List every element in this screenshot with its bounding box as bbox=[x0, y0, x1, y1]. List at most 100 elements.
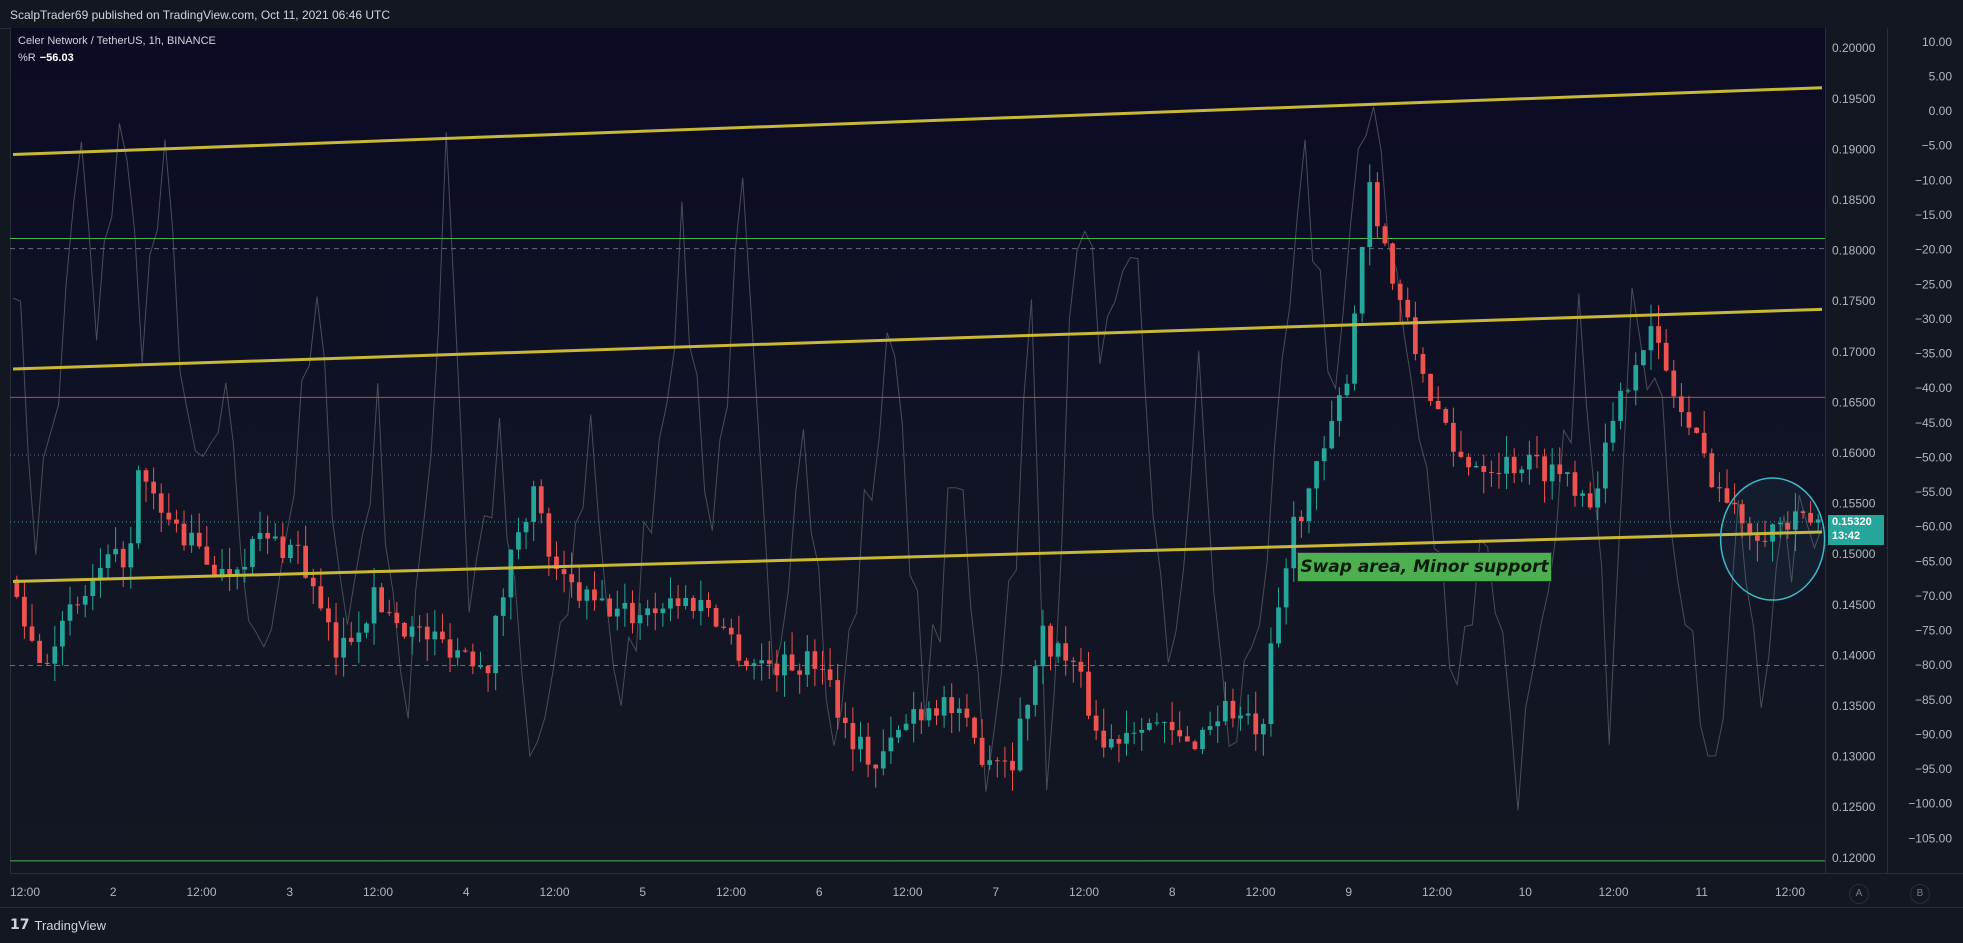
candle-body bbox=[90, 578, 96, 597]
candle-body bbox=[1116, 738, 1122, 744]
symbol-title[interactable]: Celer Network / TetherUS, 1h, BINANCE bbox=[18, 35, 216, 47]
price-tick-label: 0.15500 bbox=[1832, 497, 1876, 511]
time-tick-label: 12:00 bbox=[892, 885, 922, 899]
candle-body bbox=[706, 600, 711, 608]
candle-body bbox=[1587, 493, 1593, 508]
time-tick-label: 3 bbox=[286, 885, 293, 899]
candle-body bbox=[1063, 643, 1069, 661]
candle-body bbox=[1527, 454, 1532, 470]
candle-body bbox=[1344, 383, 1350, 396]
candle-body bbox=[782, 654, 787, 676]
price-axis[interactable] bbox=[1825, 28, 1888, 873]
candle-body bbox=[797, 670, 803, 675]
scale-b-button[interactable]: B bbox=[1910, 884, 1930, 904]
candle-body bbox=[1222, 700, 1228, 722]
candle-body bbox=[348, 637, 354, 642]
time-tick-label: 5 bbox=[639, 885, 646, 899]
candle-body bbox=[136, 470, 141, 544]
candle-body bbox=[1093, 715, 1099, 731]
price-tick-label: 0.18500 bbox=[1832, 193, 1876, 207]
indicator-legend[interactable]: %R −56.03 bbox=[18, 52, 74, 64]
candle-body bbox=[979, 737, 985, 765]
annotation-label[interactable]: Swap area, Minor support bbox=[1297, 552, 1552, 582]
candle-body bbox=[987, 760, 993, 765]
candle-body bbox=[721, 626, 727, 628]
candle-body bbox=[432, 631, 438, 640]
indicator-name: %R bbox=[18, 52, 36, 64]
candle-body bbox=[1200, 729, 1205, 750]
candle-body bbox=[310, 577, 316, 587]
candle-body bbox=[143, 470, 149, 482]
candle-body bbox=[1253, 713, 1259, 735]
candle-body bbox=[630, 602, 635, 624]
auto-scale-button[interactable]: A bbox=[1849, 884, 1869, 904]
candle-body bbox=[1207, 726, 1213, 730]
time-tick-label: 7 bbox=[992, 885, 999, 899]
candle-body bbox=[1739, 504, 1745, 524]
oscillator-tick-label: −10.00 bbox=[1915, 173, 1952, 187]
candle-body bbox=[37, 640, 42, 663]
publisher-text: ScalpTrader69 published on TradingView.c… bbox=[10, 8, 390, 22]
candle-body bbox=[219, 569, 225, 578]
candle-body bbox=[622, 602, 628, 609]
time-tick-label: 9 bbox=[1345, 885, 1352, 899]
price-tick-label: 0.18000 bbox=[1832, 244, 1876, 258]
time-tick-label: 12:00 bbox=[1245, 885, 1275, 899]
candle-body bbox=[158, 493, 164, 513]
williams-r-line bbox=[12, 106, 1823, 811]
candle-body bbox=[1321, 448, 1327, 462]
candle-body bbox=[1504, 456, 1509, 474]
candle-body bbox=[911, 709, 917, 724]
oscillator-tick-label: −105.00 bbox=[1908, 831, 1952, 845]
time-tick-label: 12:00 bbox=[716, 885, 746, 899]
candle-body bbox=[1800, 511, 1806, 513]
candle-body bbox=[1260, 724, 1266, 735]
tradingview-logo-icon: 17 bbox=[10, 917, 30, 933]
price-tick-label: 0.16000 bbox=[1832, 446, 1876, 460]
candle-body bbox=[1709, 453, 1715, 488]
candle-body bbox=[1108, 738, 1114, 748]
candle-body bbox=[1701, 432, 1707, 454]
highlight-circle bbox=[1719, 477, 1826, 601]
candle-body bbox=[394, 612, 400, 623]
candle-body bbox=[1245, 713, 1251, 716]
candle-body bbox=[918, 709, 924, 721]
time-tick-label: 6 bbox=[816, 885, 823, 899]
candle-body bbox=[364, 623, 369, 633]
candle-body bbox=[1002, 760, 1008, 762]
price-tick-label: 0.17500 bbox=[1832, 294, 1876, 308]
candle-body bbox=[766, 660, 772, 664]
price-tick-label: 0.13500 bbox=[1832, 699, 1876, 713]
candle-body bbox=[1336, 395, 1342, 422]
candle-body bbox=[98, 567, 103, 579]
candle-body bbox=[1397, 283, 1403, 300]
candle-body bbox=[660, 608, 666, 614]
candle-body bbox=[1329, 421, 1335, 449]
candle-body bbox=[926, 708, 932, 721]
candle-body bbox=[189, 532, 194, 546]
candle-body bbox=[280, 536, 286, 559]
candle-body bbox=[812, 651, 818, 669]
candle-body bbox=[1473, 466, 1479, 468]
price-tick-label: 0.19000 bbox=[1832, 142, 1876, 156]
oscillator-axis[interactable] bbox=[1887, 28, 1963, 873]
time-axis[interactable] bbox=[10, 873, 1963, 908]
oscillator-tick-label: −60.00 bbox=[1915, 520, 1952, 534]
candle-body bbox=[1633, 365, 1639, 391]
candle-body bbox=[1192, 741, 1198, 750]
bar-countdown: 13:42 bbox=[1832, 530, 1861, 542]
candle-body bbox=[333, 622, 339, 658]
tradingview-logo[interactable]: 17 TradingView bbox=[10, 917, 106, 933]
candle-body bbox=[865, 736, 871, 765]
time-tick-label: 10 bbox=[1519, 885, 1533, 899]
time-tick-label: 2 bbox=[110, 885, 117, 899]
time-tick-label: 12:00 bbox=[539, 885, 569, 899]
time-tick-label: 12:00 bbox=[1422, 885, 1452, 899]
candle-body bbox=[1306, 488, 1312, 522]
candle-body bbox=[774, 663, 780, 676]
candle-body bbox=[470, 651, 476, 667]
candle-body bbox=[105, 554, 111, 568]
candle-body bbox=[1154, 722, 1160, 724]
candle-body bbox=[424, 626, 430, 640]
oscillator-tick-label: −80.00 bbox=[1915, 658, 1952, 672]
